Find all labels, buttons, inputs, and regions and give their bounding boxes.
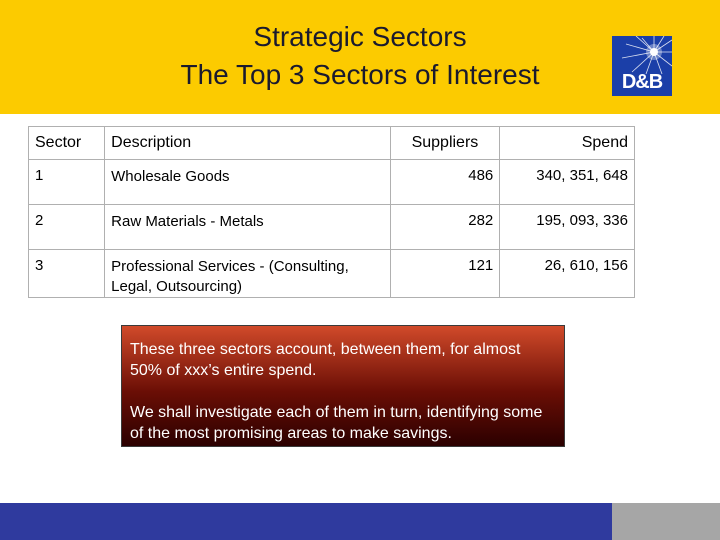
table-row: 3 Professional Services - (Consulting, L… (27, 249, 635, 298)
cell-sector: 1 (27, 159, 106, 205)
column-header-spend: Spend (499, 126, 635, 160)
cell-description: Professional Services - (Consulting, Leg… (104, 249, 391, 298)
cell-description: Raw Materials - Metals (104, 204, 391, 250)
company-logo: D&B (612, 36, 672, 96)
callout-paragraph-2: We shall investigate each of them in tur… (130, 404, 543, 442)
sectors-table: Sector Description Suppliers Spend 1 Who… (27, 126, 635, 298)
column-header-description: Description (104, 126, 391, 160)
callout-paragraph-1: These three sectors account, between the… (130, 341, 521, 379)
table-row: 1 Wholesale Goods 486 340, 351, 648 (27, 159, 635, 205)
column-header-suppliers: Suppliers (389, 126, 501, 160)
cell-suppliers: 486 (389, 159, 501, 205)
cell-suppliers: 282 (389, 204, 501, 250)
cell-suppliers: 121 (389, 249, 501, 298)
cell-description: Wholesale Goods (104, 159, 391, 205)
title-line-1: Strategic Sectors (253, 21, 467, 52)
starburst-icon (621, 36, 672, 75)
title-line-2: The Top 3 Sectors of Interest (180, 59, 540, 90)
column-header-sector: Sector (27, 126, 106, 160)
cell-sector: 3 (27, 249, 106, 298)
footer-bar (0, 503, 612, 540)
cell-spend: 340, 351, 648 (499, 159, 635, 205)
header-banner: Strategic Sectors The Top 3 Sectors of I… (0, 0, 720, 114)
footer-corner-block (612, 503, 720, 540)
logo-text: D&B (621, 71, 663, 93)
cell-sector: 2 (27, 204, 106, 250)
table-header-row: Sector Description Suppliers Spend (27, 126, 635, 160)
cell-spend: 26, 610, 156 (499, 249, 635, 298)
summary-callout: These three sectors account, between the… (121, 325, 565, 447)
table-row: 2 Raw Materials - Metals 282 195, 093, 3… (27, 204, 635, 250)
page-title: Strategic Sectors The Top 3 Sectors of I… (0, 18, 720, 94)
cell-spend: 195, 093, 336 (499, 204, 635, 250)
